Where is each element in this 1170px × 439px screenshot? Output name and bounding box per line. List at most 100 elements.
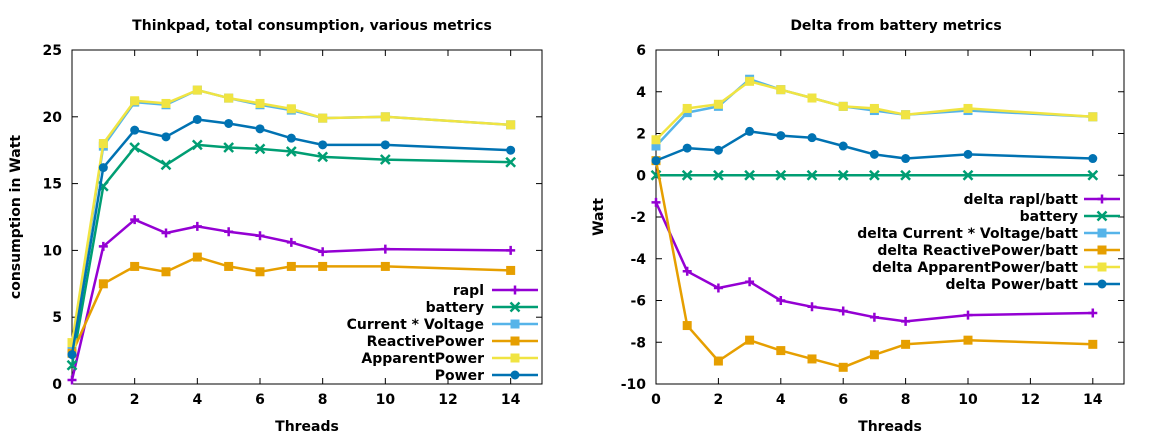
data-point <box>223 142 235 153</box>
data-point <box>776 346 786 356</box>
legend-marker <box>510 353 520 363</box>
x-tick-label: 6 <box>255 392 265 408</box>
data-point <box>776 296 786 305</box>
data-point <box>318 113 328 123</box>
data-point <box>286 133 296 143</box>
legend-marker <box>1097 279 1107 289</box>
data-point <box>651 156 661 166</box>
legend-marker <box>1097 245 1107 255</box>
data-point <box>318 140 328 150</box>
data-point <box>682 103 692 113</box>
data-point <box>67 338 77 348</box>
series-delta-reactivepower-batt <box>651 156 1098 372</box>
x-tick-label: 0 <box>67 392 77 408</box>
data-point <box>713 356 723 366</box>
x-tick-label: 8 <box>318 392 328 408</box>
series-rapl <box>67 215 516 385</box>
legend-label: delta rapl/batt <box>964 192 1079 208</box>
data-point <box>682 143 692 153</box>
legend-marker <box>510 319 520 329</box>
legend-marker <box>510 285 520 295</box>
data-point <box>838 141 848 151</box>
x-tick-label: 14 <box>1083 392 1103 408</box>
data-point <box>286 237 296 247</box>
y-tick-label: -8 <box>630 335 646 351</box>
data-point <box>1088 154 1098 164</box>
x-tick-label: 4 <box>776 392 786 408</box>
data-point <box>1088 308 1098 318</box>
data-point <box>901 110 911 120</box>
data-point <box>285 146 297 157</box>
data-point <box>505 156 517 168</box>
legend-marker <box>1097 194 1107 204</box>
legend-label: battery <box>1020 209 1078 225</box>
chart-left-consumption: Thinkpad, total consumption, various met… <box>8 18 543 435</box>
legend-label: Power <box>435 368 484 384</box>
data-point <box>506 120 516 130</box>
legend-label: rapl <box>453 283 484 299</box>
data-point <box>744 169 755 181</box>
y-tick-label: -10 <box>621 377 647 393</box>
y-axis-label: Watt <box>591 198 607 236</box>
legend-label: ReactivePower <box>367 334 484 350</box>
data-point <box>98 163 108 173</box>
data-point <box>224 118 234 128</box>
data-point <box>506 245 516 255</box>
data-point <box>318 247 328 257</box>
data-point <box>161 228 171 238</box>
y-tick-label: 10 <box>43 243 63 259</box>
x-tick-label: 4 <box>192 392 202 408</box>
y-axis-label: consumption in Watt <box>8 135 24 299</box>
data-point <box>838 362 848 372</box>
series-battery <box>650 169 1099 181</box>
legend-marker <box>509 301 521 313</box>
data-point <box>775 169 787 181</box>
data-point <box>806 169 818 181</box>
data-point <box>651 141 661 151</box>
data-point <box>713 145 723 155</box>
y-tick-label: 4 <box>636 85 646 101</box>
data-point <box>380 140 390 150</box>
data-point <box>745 126 755 136</box>
series-delta-apparentpower-batt <box>651 76 1098 145</box>
data-point <box>286 261 296 271</box>
data-point <box>838 101 848 111</box>
data-point <box>745 76 755 86</box>
data-point <box>380 261 390 271</box>
x-tick-label: 10 <box>958 392 978 408</box>
data-point <box>1088 339 1098 349</box>
y-tick-label: 0 <box>636 168 646 184</box>
data-point <box>869 103 879 113</box>
legend-marker <box>1097 228 1107 238</box>
x-tick-label: 8 <box>901 392 911 408</box>
data-point <box>98 241 108 251</box>
data-point <box>682 266 692 276</box>
y-tick-label: -2 <box>630 210 646 226</box>
x-tick-label: 12 <box>438 392 457 408</box>
data-point <box>130 261 140 271</box>
data-point <box>98 279 108 289</box>
data-point <box>192 252 202 262</box>
legend-marker <box>510 336 520 346</box>
legend-marker <box>510 370 520 380</box>
data-point <box>682 321 692 331</box>
legend-label: Current * Voltage <box>347 317 484 333</box>
data-point <box>161 267 171 277</box>
legend-marker <box>1096 210 1108 222</box>
data-point <box>191 139 203 151</box>
legend-label: delta Current * Voltage/batt <box>857 226 1078 242</box>
data-point <box>962 169 974 181</box>
data-point <box>1088 112 1098 122</box>
y-tick-label: 25 <box>43 43 62 59</box>
data-point <box>192 221 202 231</box>
data-point <box>651 197 661 207</box>
data-point <box>837 169 849 181</box>
data-point <box>506 145 516 155</box>
data-point <box>130 215 140 225</box>
data-point <box>869 169 880 181</box>
chart-title: Delta from battery metrics <box>790 18 1001 34</box>
data-point <box>963 103 973 113</box>
data-point <box>255 98 265 108</box>
